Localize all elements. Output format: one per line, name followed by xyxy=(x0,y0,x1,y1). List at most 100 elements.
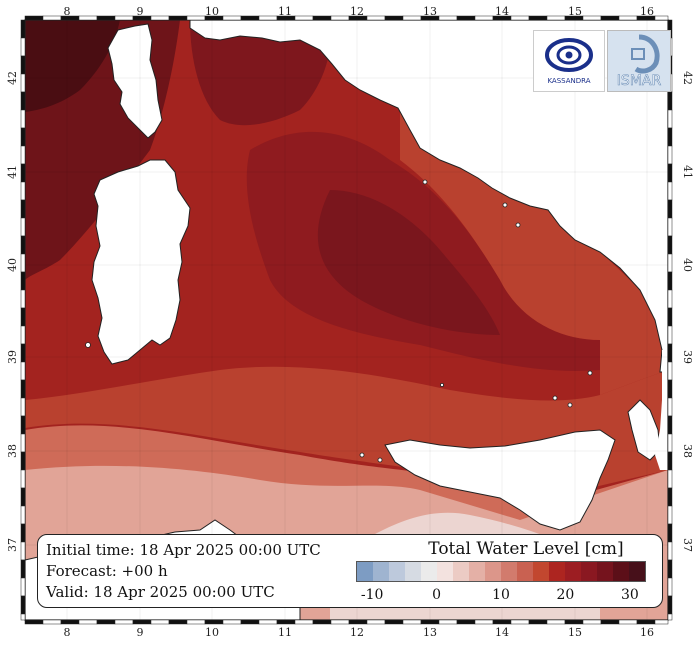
sardinia-island xyxy=(91,159,191,365)
colorbar-swatch xyxy=(549,562,565,581)
lat-tick-labels-right: 42 41 40 39 38 37 xyxy=(681,71,694,552)
border-segment xyxy=(20,163,26,183)
colorbar-swatch xyxy=(389,562,405,581)
border-segment xyxy=(20,415,26,435)
border-segment xyxy=(20,19,26,39)
border-segment xyxy=(528,15,548,21)
lon-tick-label-bottom: 10 xyxy=(205,626,219,639)
border-segment xyxy=(667,325,673,345)
island-5 xyxy=(552,395,558,401)
lon-tick-label-bottom: 9 xyxy=(137,626,144,639)
lat-tick-label-left: 39 xyxy=(6,350,19,364)
border-segment xyxy=(600,15,620,21)
border-segment xyxy=(168,15,188,21)
border-segment xyxy=(78,15,98,21)
lon-tick-label-bottom: 15 xyxy=(568,626,582,639)
lon-tick-label-top: 9 xyxy=(137,5,144,18)
border-segment xyxy=(667,307,673,327)
border-segment xyxy=(667,199,673,219)
sea-zone-italy-coast xyxy=(400,100,668,395)
border-segment xyxy=(474,15,494,21)
lon-tick-label-top: 13 xyxy=(423,5,437,18)
border-segment xyxy=(348,619,368,625)
lon-tick-label-bottom: 8 xyxy=(64,626,71,639)
lon-tick-label-bottom: 14 xyxy=(495,626,509,639)
italy-mainland xyxy=(189,20,668,373)
lat-tick-label-left: 40 xyxy=(6,258,19,272)
border-segment xyxy=(667,271,673,291)
island-3 xyxy=(515,222,521,228)
ismar-logo-text: ISMAR xyxy=(617,73,662,89)
border-segment xyxy=(667,109,673,129)
border-segment xyxy=(20,595,26,615)
island-10 xyxy=(439,382,444,387)
border-segment xyxy=(618,619,638,625)
border-segment xyxy=(402,15,422,21)
lat-tick-label-right: 40 xyxy=(681,258,694,272)
border-segment xyxy=(20,397,26,417)
sicily-island xyxy=(384,429,616,531)
lon-tick-label-top: 11 xyxy=(278,5,292,18)
border-segment xyxy=(78,619,98,625)
colorbar-swatch xyxy=(629,562,645,581)
island-9 xyxy=(85,342,91,348)
lon-tick-label-bottom: 11 xyxy=(278,626,292,639)
lon-tick-label-top: 10 xyxy=(205,5,219,18)
border-segment xyxy=(312,619,332,625)
border-segment xyxy=(20,127,26,147)
island-4 xyxy=(587,370,593,376)
border-segment xyxy=(438,619,458,625)
colorbar-swatch xyxy=(437,562,453,581)
colorbar-tick-label: 20 xyxy=(556,587,575,603)
lon-tick-label-bottom: 16 xyxy=(640,626,654,639)
lat-tick-labels-left: 42 41 40 39 38 37 xyxy=(6,71,19,552)
border-segment xyxy=(667,451,673,471)
border-segment xyxy=(20,469,26,489)
border-segment xyxy=(654,15,669,21)
lat-tick-label-left: 37 xyxy=(6,538,19,552)
border-segment xyxy=(384,619,404,625)
border-segment xyxy=(240,15,260,21)
lat-tick-label-right: 41 xyxy=(681,165,694,179)
colorbar xyxy=(356,561,646,582)
border-segment xyxy=(492,619,512,625)
border-segment xyxy=(330,619,350,625)
border-segment xyxy=(20,37,26,57)
border-segment xyxy=(667,289,673,309)
border-segment xyxy=(186,619,206,625)
colorbar-swatch xyxy=(421,562,437,581)
border-segment xyxy=(420,619,440,625)
border-segment xyxy=(20,613,26,621)
border-segment xyxy=(438,15,458,21)
border-segment xyxy=(667,127,673,147)
border-segment xyxy=(20,505,26,525)
border-segment xyxy=(667,91,673,111)
border-segment xyxy=(667,595,673,615)
border-segment xyxy=(654,619,669,625)
colorbar-swatch xyxy=(533,562,549,581)
border-segment xyxy=(258,15,278,21)
kassandra-logo-text: KASSANDRA xyxy=(547,77,590,85)
border-segment xyxy=(150,619,170,625)
border-segment xyxy=(618,15,638,21)
border-segment xyxy=(20,109,26,129)
border-segment xyxy=(667,343,673,363)
lon-tick-label-bottom: 13 xyxy=(423,626,437,639)
lon-tick-label-top: 15 xyxy=(568,5,582,18)
valid-time-text: Valid: 18 Apr 2025 00:00 UTC xyxy=(46,583,275,601)
border-segment xyxy=(402,619,422,625)
border-segment xyxy=(294,15,314,21)
border-segment xyxy=(42,15,62,21)
border-segment xyxy=(667,397,673,417)
island-2 xyxy=(502,202,508,208)
border-segment xyxy=(20,541,26,561)
border-segment xyxy=(667,559,673,579)
lon-tick-label-bottom: 12 xyxy=(350,626,364,639)
lat-tick-label-right: 39 xyxy=(681,350,694,364)
border-segment xyxy=(667,415,673,435)
border-segment xyxy=(667,613,673,621)
border-segment xyxy=(96,15,116,21)
colorbar-swatch xyxy=(485,562,501,581)
border-segment xyxy=(114,619,134,625)
border-segment xyxy=(600,619,620,625)
